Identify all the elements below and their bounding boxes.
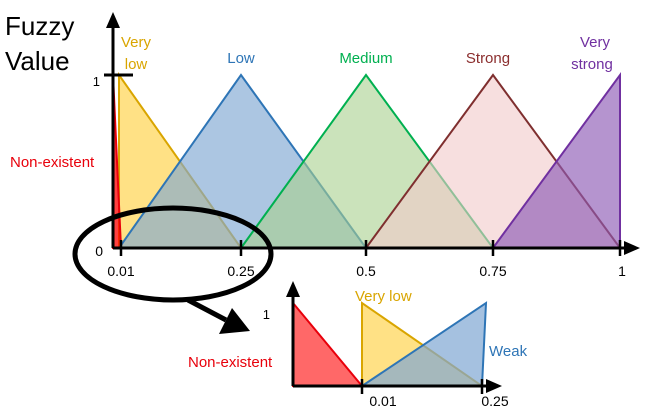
main-x-tick-label: 0.5 [356,263,376,279]
set-label-very-strong-line1: Very [580,34,611,51]
main-labels: Fuzzy Value 1 0 0.01 0.25 0.5 0.75 1 Non… [5,11,626,279]
set-label-very-low-line1: Very [121,34,152,51]
set-label-strong: Strong [466,50,510,67]
inset-set-nonexistent-fill [292,300,365,387]
inset-set-label-very-low: Very low [355,288,412,305]
y-title-line2: Value [5,46,70,76]
y-title-line1: Fuzzy [5,11,74,41]
main-x-tick-label: 1 [618,263,626,279]
main-y-tick-one-label: 1 [93,74,100,89]
set-label-medium: Medium [339,50,392,67]
main-x-axis-arrowhead [624,241,640,255]
main-x-tick-label: 0.01 [107,263,134,279]
inset-set-label-weak: Weak [489,343,528,360]
zoom-arrow-icon [186,297,228,323]
inset-x-tick-label: 0.01 [369,393,396,408]
zoom-indicator [72,205,274,334]
inset-y-tick-one-label: 1 [263,307,270,322]
inset-y-axis-arrowhead [286,281,300,297]
inset-axes [286,281,502,394]
main-x-tick-label: 0.75 [479,263,506,279]
zoom-circle-icon [72,205,274,303]
set-label-very-low-line2: low [125,56,148,73]
zoom-arrowhead-icon [219,308,250,334]
inset-set-label-nonexistent: Non-existent [188,354,273,371]
main-origin-label: 0 [95,243,103,259]
set-label-low: Low [227,50,255,67]
set-label-nonexistent: Non-existent [10,154,95,171]
set-label-very-strong-line2: strong [571,56,613,73]
main-membership-sets [112,71,622,249]
inset-x-tick-label: 0.25 [481,393,508,408]
main-axes [104,12,640,256]
inset-x-axis-arrowhead [486,379,502,393]
main-y-axis-arrowhead [106,12,120,28]
inset-membership-sets [292,300,488,387]
inset-labels: 1 0.01 0.25 Non-existent Very low Weak [188,288,528,408]
main-x-tick-label: 0.25 [227,263,254,279]
